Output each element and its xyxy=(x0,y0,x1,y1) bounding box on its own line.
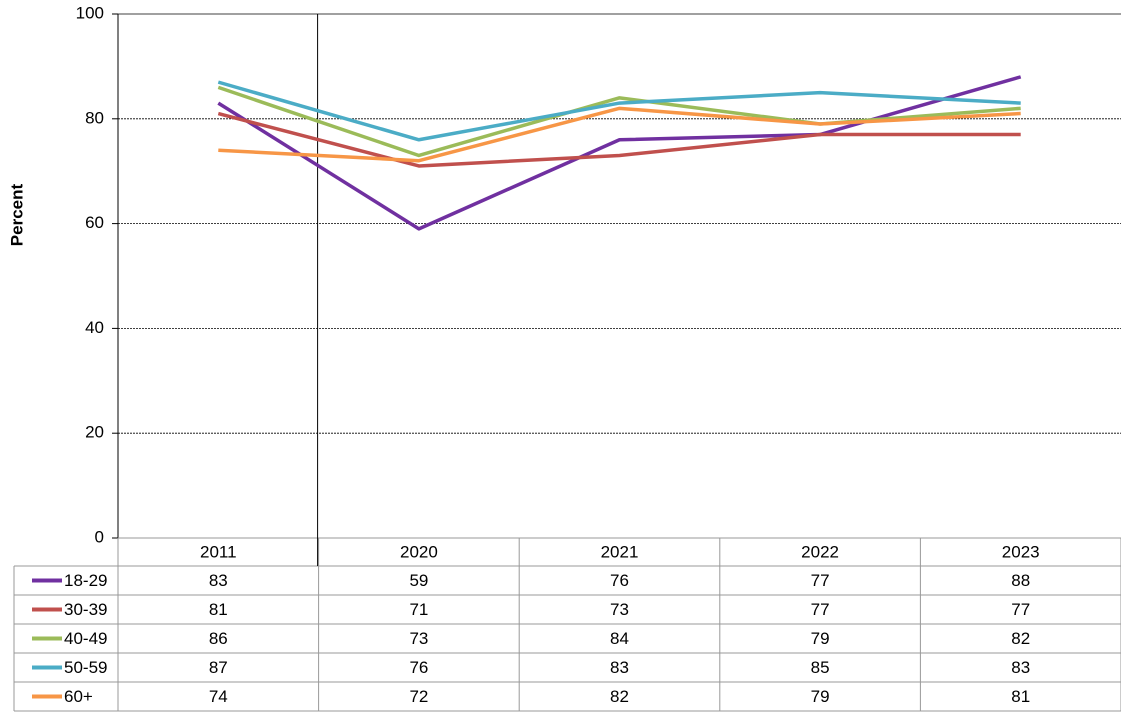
legend-label: 50-59 xyxy=(64,658,107,677)
table-value: 77 xyxy=(811,600,830,619)
y-axis-label: Percent xyxy=(7,183,26,246)
table-value: 83 xyxy=(610,658,629,677)
series-line xyxy=(217,75,1022,231)
table-value: 82 xyxy=(610,687,629,706)
series-line xyxy=(217,111,1021,168)
y-tick-label: 100 xyxy=(76,3,104,22)
series-line xyxy=(218,106,1021,163)
table-value: 86 xyxy=(209,629,228,648)
table-value: 59 xyxy=(409,571,428,590)
table-value: 79 xyxy=(811,687,830,706)
y-tick-label: 20 xyxy=(85,423,104,442)
table-value: 83 xyxy=(1011,658,1030,677)
table-value: 76 xyxy=(409,658,428,677)
x-tick-label: 2011 xyxy=(200,542,237,561)
legend-label: 30-39 xyxy=(64,600,107,619)
table-value: 77 xyxy=(811,571,830,590)
x-tick-label: 2023 xyxy=(1002,542,1040,561)
table-value: 72 xyxy=(409,687,428,706)
table-value: 74 xyxy=(209,687,228,706)
y-tick-label: 40 xyxy=(85,318,104,337)
table-value: 81 xyxy=(209,600,228,619)
table-value: 77 xyxy=(1011,600,1030,619)
y-tick-label: 0 xyxy=(95,527,104,546)
y-tick-label: 60 xyxy=(85,213,104,232)
x-tick-label: 2022 xyxy=(801,542,839,561)
table-value: 73 xyxy=(409,629,428,648)
series-line xyxy=(217,80,1021,142)
table-value: 87 xyxy=(209,658,228,677)
table-value: 84 xyxy=(610,629,629,648)
legend-label: 40-49 xyxy=(64,629,107,648)
legend-label: 60+ xyxy=(64,687,93,706)
table-value: 76 xyxy=(610,571,629,590)
table-value: 81 xyxy=(1011,687,1030,706)
y-tick-label: 80 xyxy=(85,108,104,127)
table-value: 71 xyxy=(409,600,428,619)
table-value: 79 xyxy=(811,629,830,648)
table-value: 83 xyxy=(209,571,228,590)
table-value: 73 xyxy=(610,600,629,619)
table-value: 88 xyxy=(1011,571,1030,590)
table-value: 82 xyxy=(1011,629,1030,648)
table-value: 85 xyxy=(811,658,830,677)
x-tick-label: 2021 xyxy=(601,542,639,561)
legend-label: 18-29 xyxy=(64,571,107,590)
x-tick-label: 2020 xyxy=(400,542,438,561)
